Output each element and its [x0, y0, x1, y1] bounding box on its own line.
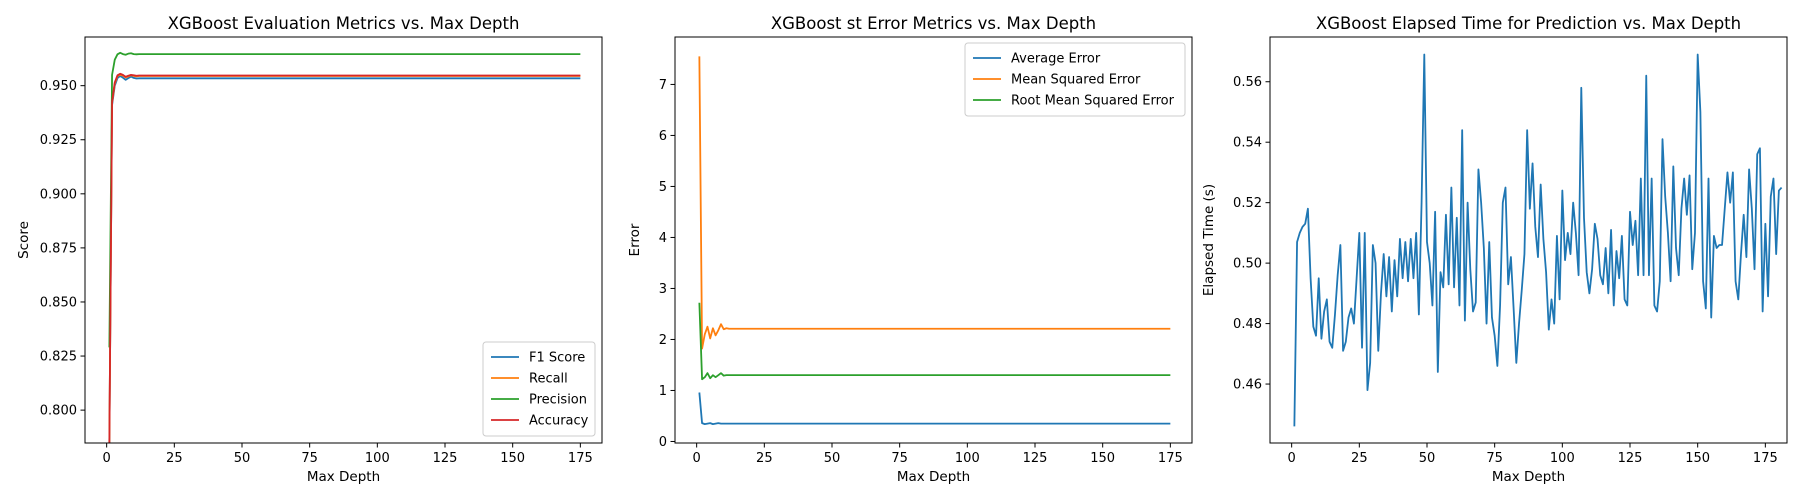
- x-tick-label: 150: [500, 451, 525, 466]
- x-tick-label: 100: [955, 451, 980, 466]
- x-tick-label: 50: [1419, 451, 1436, 466]
- y-axis-label: Score: [16, 221, 32, 259]
- legend: F1 Score Recall Precision Accuracy: [482, 341, 596, 437]
- y-tick-label: 0.850: [40, 295, 77, 310]
- y-tick-label: 0: [659, 435, 667, 450]
- y-tick-label: 0.54: [1233, 136, 1262, 151]
- y-tick-label: 0.50: [1233, 257, 1262, 272]
- y-tick-label: 0.900: [40, 187, 77, 202]
- legend-label: F1 Score: [529, 351, 585, 366]
- chart-panel-1: 0 25 50 75 100 125 150 175 0.800 0.825 0.850 0.875 0…: [16, 14, 603, 485]
- series-line-4: [108, 72, 581, 443]
- y-tick-label: 0.825: [40, 350, 77, 365]
- y-tick-label: 0.52: [1233, 196, 1262, 211]
- legend: Average Error Mean Squared Error Root Mean…: [964, 42, 1186, 117]
- y-tick-label: 0.925: [40, 133, 77, 148]
- chart-title: XGBoost st Error Metrics vs. Max Depth: [771, 14, 1096, 33]
- series-line-2: [698, 56, 1171, 350]
- legend-label: Accuracy: [529, 414, 589, 429]
- x-tick-label: 0: [103, 451, 111, 466]
- x-axis-label: Max Depth: [307, 469, 380, 485]
- x-tick-label: 50: [824, 451, 841, 466]
- legend-label: Precision: [529, 393, 587, 408]
- x-tick-label: 25: [756, 451, 773, 466]
- x-tick-label: 100: [365, 451, 390, 466]
- y-tick-label: 1: [659, 384, 667, 399]
- x-tick-label: 0: [693, 451, 701, 466]
- x-tick-label: 0: [1288, 451, 1296, 466]
- x-tick-label: 125: [1023, 451, 1048, 466]
- series-line-3: [108, 51, 581, 348]
- x-axis-label: Max Depth: [897, 469, 970, 485]
- y-tick-label: 0.875: [40, 241, 77, 256]
- legend-label: Root Mean Squared Error: [1011, 94, 1175, 109]
- y-tick-label: 6: [659, 129, 667, 144]
- y-tick-label: 7: [659, 78, 667, 93]
- x-tick-label: 175: [568, 451, 593, 466]
- legend-label: Mean Squared Error: [1011, 73, 1141, 88]
- series-line-1: [1293, 53, 1783, 427]
- series-line-1: [698, 392, 1171, 426]
- plot-frame: [84, 36, 603, 444]
- x-tick-label: 75: [1486, 451, 1503, 466]
- plot-frame: [674, 36, 1193, 444]
- chart-panel-2: 0 25 50 75 100 125 150 175 0 1 2 3 4 5 6 7 XGBoost st Er…: [627, 14, 1193, 485]
- x-tick-label: 125: [1618, 451, 1643, 466]
- x-tick-label: 75: [891, 451, 908, 466]
- x-tick-label: 75: [301, 451, 318, 466]
- x-tick-label: 100: [1550, 451, 1575, 466]
- y-tick-label: 4: [659, 231, 667, 246]
- x-tick-label: 175: [1158, 451, 1183, 466]
- chart-panel-3: 0 25 50 75 100 125 150 175 0.46 0.48 0.50 0.52 0.54 0…: [1201, 14, 1788, 485]
- y-tick-label: 0.48: [1233, 317, 1262, 332]
- x-tick-label: 175: [1753, 451, 1778, 466]
- y-tick-label: 3: [659, 282, 667, 297]
- y-tick-label: 0.950: [40, 79, 77, 94]
- series-line-3: [698, 302, 1171, 381]
- x-tick-label: 150: [1685, 451, 1710, 466]
- x-tick-label: 50: [234, 451, 251, 466]
- legend-box: [482, 341, 596, 437]
- x-tick-label: 150: [1090, 451, 1115, 466]
- y-tick-label: 0.46: [1233, 378, 1262, 393]
- series-line-1: [108, 75, 581, 443]
- y-tick-label: 2: [659, 333, 667, 348]
- x-tick-label: 125: [433, 451, 458, 466]
- legend-box: [964, 42, 1186, 117]
- x-tick-label: 25: [166, 451, 183, 466]
- x-axis-label: Max Depth: [1492, 469, 1565, 485]
- x-tick-label: 25: [1351, 451, 1368, 466]
- chart-title: XGBoost Evaluation Metrics vs. Max Depth: [168, 14, 520, 33]
- plot-frame: [1269, 36, 1788, 444]
- legend-label: Average Error: [1011, 52, 1101, 67]
- y-tick-label: 5: [659, 180, 667, 195]
- legend-label: Recall: [529, 372, 568, 387]
- y-axis-label: Error: [627, 223, 643, 256]
- y-tick-label: 0.800: [40, 404, 77, 419]
- chart-title: XGBoost Elapsed Time for Prediction vs. …: [1316, 14, 1741, 33]
- y-axis-label: Elapsed Time (s): [1201, 184, 1217, 296]
- y-tick-label: 0.56: [1233, 75, 1262, 90]
